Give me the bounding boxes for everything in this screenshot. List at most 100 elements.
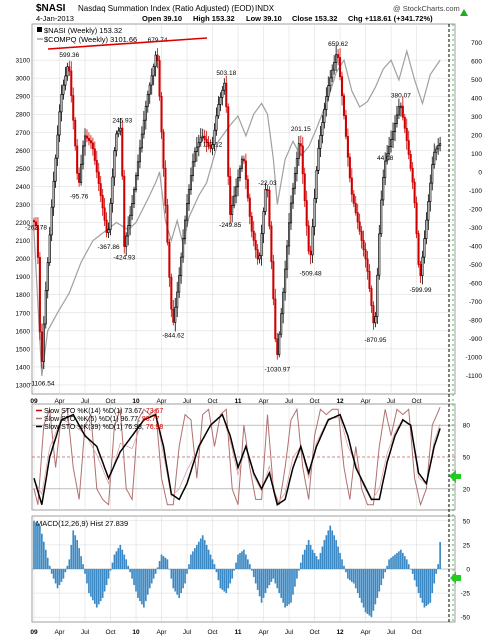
- left-axis-tick: 1300: [16, 382, 31, 389]
- macd-bar: [209, 554, 212, 569]
- left-axis-tick: 2100: [16, 238, 31, 245]
- macd-bar: [427, 569, 430, 605]
- right-axis-tick: 700: [471, 40, 482, 47]
- macd-bar: [176, 569, 179, 595]
- x-axis-tick-upper: 12: [336, 398, 344, 405]
- price-annotation: 44.08: [377, 155, 394, 162]
- candle-body: [274, 298, 277, 340]
- macd-bar: [237, 554, 239, 569]
- macd-legend: MACD(12,26,9) Hist 27.839: [36, 519, 128, 528]
- candle-body: [233, 195, 236, 206]
- macd-bar: [282, 569, 284, 603]
- macd-bar: [172, 569, 175, 589]
- macd-bar: [396, 552, 398, 569]
- macd-bar: [129, 569, 131, 573]
- candle-body: [180, 256, 183, 276]
- x-axis-tick-lower: Apr: [258, 629, 269, 636]
- macd-bar: [296, 569, 298, 579]
- candle-body: [386, 153, 389, 162]
- candle-body: [54, 157, 57, 182]
- candle-body: [342, 95, 346, 116]
- x-axis-tick-upper: Apr: [360, 398, 371, 405]
- watermark: @ StockCharts.com: [393, 4, 460, 13]
- price-annotation: 201.15: [291, 126, 311, 133]
- candle-body: [366, 258, 369, 272]
- macd-axis-tick: -25: [461, 591, 471, 598]
- macd-bar: [170, 569, 173, 579]
- macd-bar: [405, 559, 408, 569]
- macd-bar: [62, 569, 65, 579]
- right-axis-tick: -200: [469, 207, 482, 214]
- candle-body: [152, 66, 155, 77]
- left-axis-tick: 2000: [16, 256, 31, 263]
- right-axis-tick: -400: [469, 244, 482, 251]
- resistance-trendline: [47, 37, 208, 50]
- macd-bar: [152, 569, 155, 579]
- candle-body: [246, 179, 249, 199]
- macd-bar: [95, 569, 98, 608]
- macd-bar: [380, 569, 383, 586]
- macd-bar: [362, 569, 365, 608]
- left-axis-tick: 2900: [16, 94, 31, 101]
- candle-body: [184, 219, 187, 239]
- price-annotation: -509.48: [300, 270, 322, 277]
- candle-body: [40, 331, 43, 362]
- macd-bar: [196, 544, 198, 569]
- left-axis-tick: 2600: [16, 148, 31, 155]
- macd-bar: [439, 542, 441, 569]
- candle-body: [103, 207, 106, 221]
- macd-bar: [311, 549, 314, 569]
- candle-body: [191, 161, 194, 177]
- candle-body: [335, 54, 338, 63]
- left-axis-tick: 1900: [16, 274, 31, 281]
- candle-body: [34, 221, 37, 226]
- x-axis-tick-lower: 09: [30, 629, 38, 636]
- macd-bar: [403, 556, 406, 569]
- compq-legend: $COMPQ (Weekly) 3101.66: [44, 35, 137, 44]
- candle-body: [68, 66, 71, 72]
- macd-bar: [50, 569, 53, 574]
- sto-legend-label: Slow STO %K(5) %D(1) 96.77, 96.77: [44, 416, 160, 423]
- price-annotation: -870.95: [364, 337, 386, 344]
- macd-bar: [260, 569, 263, 603]
- candle-body: [203, 135, 206, 140]
- macd-bar: [319, 552, 322, 569]
- macd-bar: [92, 569, 94, 601]
- macd-bar: [105, 569, 108, 586]
- sto-axis-tick: 20: [463, 486, 471, 493]
- candle-body: [411, 167, 414, 183]
- candle-body: [36, 225, 39, 258]
- candle-body: [262, 211, 265, 234]
- macd-bar: [66, 565, 69, 569]
- macd-bar: [292, 569, 294, 595]
- macd-bar: [364, 569, 367, 613]
- macd-bar: [88, 569, 90, 594]
- x-axis-tick-lower: Oct: [105, 629, 115, 636]
- macd-bar: [41, 533, 43, 569]
- candle-body: [346, 136, 349, 158]
- macd-bar: [343, 565, 345, 569]
- macd-bar: [192, 551, 194, 569]
- candle-body: [299, 143, 302, 147]
- candle-body: [307, 225, 310, 252]
- x-axis-tick-lower: Oct: [412, 629, 422, 636]
- x-axis-tick-lower: 11: [235, 629, 242, 636]
- sto-legend-value: 73.67: [146, 408, 164, 415]
- candle-body: [331, 69, 334, 79]
- macd-bar: [243, 549, 245, 569]
- macd-bar: [72, 530, 75, 569]
- macd-bar: [201, 535, 204, 569]
- x-axis-tick-lower: 12: [336, 629, 344, 636]
- macd-bar: [197, 541, 200, 569]
- candle-body: [437, 145, 440, 150]
- candle-body: [162, 131, 165, 169]
- macd-bar: [254, 569, 257, 584]
- candle-body: [360, 230, 363, 241]
- candle-body: [333, 61, 336, 71]
- macd-bar: [229, 569, 232, 584]
- right-axis-tick: -1100: [466, 373, 483, 380]
- price-annotation: -1030.97: [264, 367, 290, 374]
- nasi-legend: $NASI (Weekly) 153.32: [44, 26, 122, 35]
- macd-bar: [131, 569, 133, 579]
- candle-body: [289, 202, 293, 224]
